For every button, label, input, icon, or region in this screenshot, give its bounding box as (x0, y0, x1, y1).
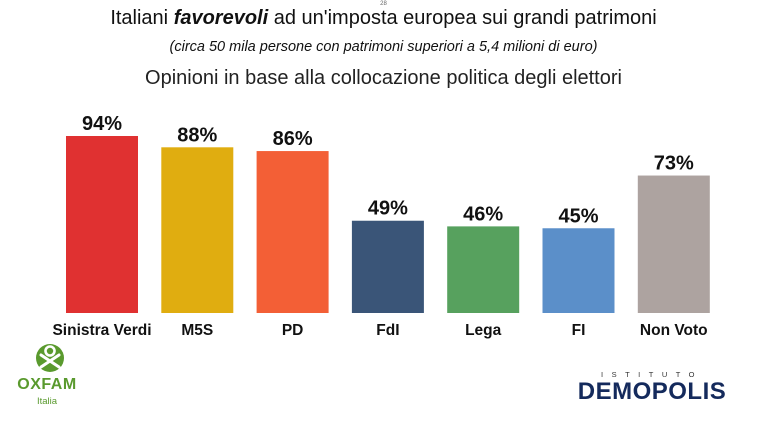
bar-sinistra-verdi (66, 136, 138, 313)
chart-subtitle: (circa 50 mila persone con patrimoni sup… (169, 39, 598, 55)
value-label: 73% (654, 153, 694, 175)
value-label: 49% (368, 198, 408, 220)
bar-pd (256, 151, 329, 313)
chart-title: Italiani favorevoli ad un'imposta europe… (0, 7, 767, 30)
value-label: 94% (82, 113, 122, 135)
category-label: Lega (465, 322, 502, 339)
bar-m5s (161, 147, 234, 313)
title-prefix: Italiani (110, 7, 174, 29)
oxfam-logo-text: OXFAM (17, 376, 77, 393)
category-label: M5S (181, 322, 213, 339)
title-suffix: ad un'imposta europea sui grandi patrimo… (268, 7, 657, 29)
chart-heading: Opinioni in base alla collocazione polit… (145, 67, 622, 89)
value-label: 88% (177, 124, 217, 146)
bar-lega (447, 226, 520, 313)
demopolis-logo-text: DEMOPOLIS (577, 378, 727, 405)
category-label: PD (282, 322, 304, 339)
oxfam-logo-icon (36, 344, 64, 372)
value-label: 46% (463, 203, 503, 225)
category-label: Sinistra Verdi (52, 322, 151, 339)
demopolis-logo-small-text: ISTITUTO (600, 370, 704, 379)
title-emphasis: favorevoli (173, 7, 269, 29)
bar-non-voto (637, 175, 710, 313)
bar-fdi (351, 220, 424, 313)
demopolis-logo: ISTITUTO DEMOPOLIS (560, 370, 744, 404)
bar-fi (542, 228, 615, 313)
page-number: 28 (380, 1, 387, 7)
value-label: 45% (558, 205, 598, 227)
category-label: Non Voto (640, 322, 708, 339)
oxfam-logo-subtext: Italia (36, 396, 58, 407)
category-label: FdI (376, 322, 399, 339)
category-label: FI (572, 322, 586, 339)
value-label: 86% (273, 128, 313, 150)
